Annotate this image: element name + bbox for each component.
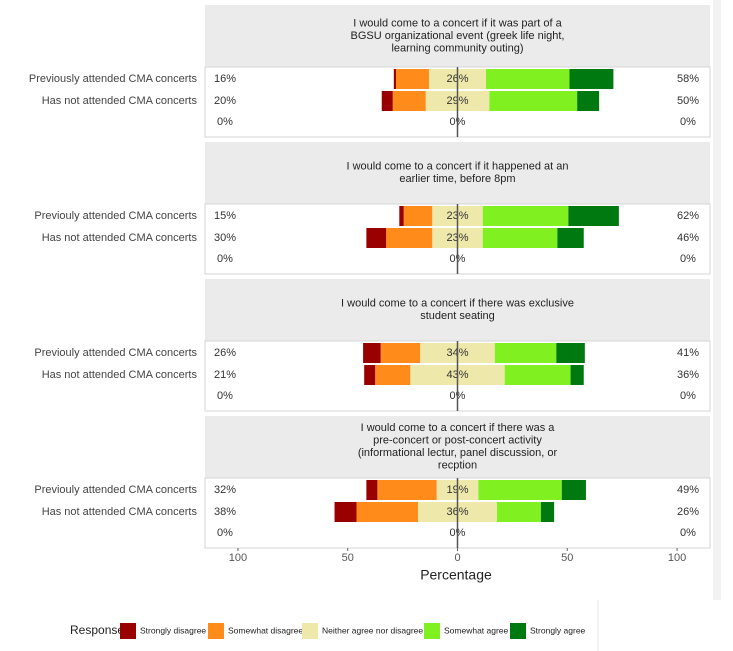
x-tick-label: 0 bbox=[454, 552, 460, 564]
panel-title: I would come to a concert if there was e… bbox=[341, 298, 574, 310]
row-label: Has not attended CMA concerts bbox=[42, 506, 198, 518]
panel-title: student seating bbox=[420, 310, 495, 322]
bar-segment bbox=[364, 365, 376, 385]
row-label: Previously attended CMA concerts bbox=[29, 73, 198, 85]
legend-key bbox=[302, 623, 318, 639]
panel-title: learning community outing) bbox=[391, 42, 523, 54]
bar-segment bbox=[399, 206, 404, 226]
high-label: 0% bbox=[680, 390, 696, 402]
bar-segment bbox=[393, 69, 397, 89]
bar-segment bbox=[403, 206, 433, 226]
low-label: 0% bbox=[217, 527, 233, 539]
high-label: 26% bbox=[677, 506, 699, 518]
bar-segment bbox=[482, 206, 569, 226]
low-label: 15% bbox=[214, 210, 236, 222]
bar-segment bbox=[356, 502, 418, 522]
panel-strip bbox=[205, 142, 710, 204]
legend-label: Neither agree nor disagree bbox=[322, 625, 423, 635]
high-label: 41% bbox=[677, 347, 699, 359]
panel-title: earlier time, before 8pm bbox=[399, 173, 515, 185]
bar-segment bbox=[494, 343, 557, 363]
legend-key bbox=[424, 623, 440, 639]
legend-key bbox=[208, 623, 224, 639]
bar-segment bbox=[577, 91, 600, 111]
legend-key bbox=[510, 623, 526, 639]
panel-title: BGSU organizational event (greek life ni… bbox=[350, 30, 564, 42]
panel-title: I would come to a concert if it was part… bbox=[353, 17, 562, 29]
panel-strip bbox=[205, 416, 710, 478]
low-label: 16% bbox=[214, 73, 236, 85]
row-label: Previouly attended CMA concerts bbox=[34, 484, 197, 496]
bar-segment bbox=[392, 91, 426, 111]
scroll-strip bbox=[713, 0, 721, 600]
row-label: Previouly attended CMA concerts bbox=[34, 210, 197, 222]
x-tick-label: 100 bbox=[229, 552, 247, 564]
bar-segment bbox=[396, 69, 429, 89]
panel-strip bbox=[205, 279, 710, 341]
bar-segment bbox=[489, 91, 578, 111]
high-label: 49% bbox=[677, 484, 699, 496]
low-label: 20% bbox=[214, 95, 236, 107]
bar-segment bbox=[377, 480, 437, 500]
row-label: Has not attended CMA concerts bbox=[42, 232, 198, 244]
low-label: 30% bbox=[214, 232, 236, 244]
bar-segment bbox=[561, 480, 586, 500]
high-label: 36% bbox=[677, 369, 699, 381]
bar-segment bbox=[568, 206, 619, 226]
legend-label: Somewhat agree bbox=[444, 625, 509, 635]
x-tick-label: 50 bbox=[561, 552, 573, 564]
high-label: 0% bbox=[680, 527, 696, 539]
row-label: Has not attended CMA concerts bbox=[42, 369, 198, 381]
bar-segment bbox=[570, 365, 584, 385]
row-label: Has not attended CMA concerts bbox=[42, 95, 198, 107]
legend-key bbox=[120, 623, 136, 639]
panel-title: I would come to a concert if there was a bbox=[361, 422, 556, 434]
bar-segment bbox=[380, 343, 421, 363]
bar-segment bbox=[486, 69, 570, 89]
low-label: 21% bbox=[214, 369, 236, 381]
high-label: 0% bbox=[680, 253, 696, 265]
legend-label: Somewhat disagree bbox=[228, 625, 303, 635]
bar-segment bbox=[540, 502, 555, 522]
low-label: 0% bbox=[217, 116, 233, 128]
low-label: 0% bbox=[217, 253, 233, 265]
bar-segment bbox=[557, 228, 584, 248]
legend-label: Strongly agree bbox=[530, 625, 586, 635]
high-label: 50% bbox=[677, 95, 699, 107]
panel-title: (informational lectur, panel discussion,… bbox=[358, 447, 558, 459]
bar-segment bbox=[334, 502, 357, 522]
high-label: 58% bbox=[677, 73, 699, 85]
low-label: 26% bbox=[214, 347, 236, 359]
bar-segment bbox=[497, 502, 541, 522]
bar-segment bbox=[375, 365, 411, 385]
low-label: 38% bbox=[214, 506, 236, 518]
low-label: 32% bbox=[214, 484, 236, 496]
bar-segment bbox=[366, 480, 378, 500]
panel-title: I would come to a concert if it happened… bbox=[347, 161, 569, 173]
bar-segment bbox=[569, 69, 614, 89]
legend-label: Strongly disagree bbox=[140, 625, 206, 635]
bar-segment bbox=[381, 91, 393, 111]
legend-title: Response bbox=[70, 623, 124, 637]
x-tick-label: 100 bbox=[668, 552, 686, 564]
bar-segment bbox=[478, 480, 562, 500]
high-label: 62% bbox=[677, 210, 699, 222]
bar-segment bbox=[386, 228, 433, 248]
bar-segment bbox=[504, 365, 571, 385]
high-label: 0% bbox=[680, 116, 696, 128]
x-tick-label: 50 bbox=[342, 552, 354, 564]
row-label: Previouly attended CMA concerts bbox=[34, 347, 197, 359]
bar-segment bbox=[363, 343, 381, 363]
panel-strip bbox=[205, 5, 710, 67]
low-label: 0% bbox=[217, 390, 233, 402]
panel-title: recption bbox=[438, 460, 477, 472]
bar-segment bbox=[366, 228, 387, 248]
bar-segment bbox=[482, 228, 558, 248]
x-axis-label: Percentage bbox=[420, 567, 492, 583]
high-label: 46% bbox=[677, 232, 699, 244]
panel-title: pre-concert or post-concert activity bbox=[373, 435, 542, 447]
bar-segment bbox=[556, 343, 585, 363]
